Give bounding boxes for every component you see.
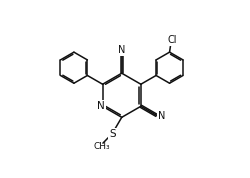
Text: N: N bbox=[96, 101, 104, 111]
Text: Cl: Cl bbox=[167, 35, 176, 45]
Text: N: N bbox=[118, 45, 125, 55]
Text: CH₃: CH₃ bbox=[93, 142, 110, 151]
Text: N: N bbox=[158, 111, 165, 121]
Text: S: S bbox=[108, 129, 115, 139]
